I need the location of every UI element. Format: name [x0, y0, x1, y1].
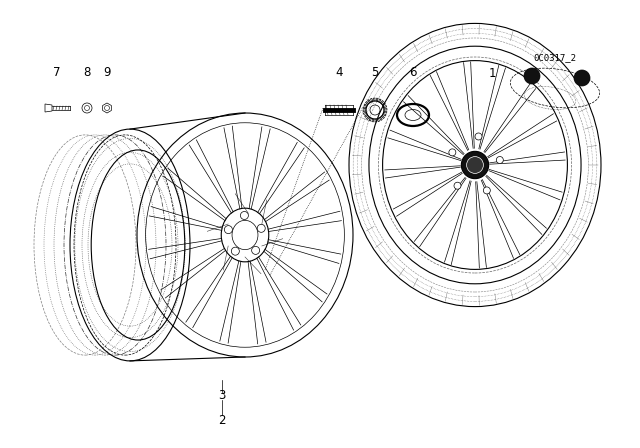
Circle shape [496, 156, 503, 164]
Text: 1: 1 [488, 66, 496, 79]
Circle shape [461, 151, 489, 179]
Text: 2: 2 [218, 414, 226, 426]
Circle shape [241, 211, 248, 220]
Circle shape [449, 149, 456, 156]
Text: 4: 4 [335, 65, 343, 78]
Circle shape [252, 246, 260, 254]
Text: 5: 5 [371, 65, 379, 78]
Circle shape [231, 247, 239, 255]
Text: 9: 9 [103, 65, 111, 78]
Text: 7: 7 [53, 65, 61, 78]
Circle shape [84, 105, 90, 111]
Circle shape [257, 224, 265, 233]
Circle shape [475, 133, 482, 140]
Circle shape [82, 103, 92, 113]
Text: 8: 8 [83, 65, 91, 78]
Text: 6: 6 [409, 65, 417, 78]
Circle shape [225, 226, 232, 233]
Circle shape [574, 70, 590, 86]
Circle shape [454, 182, 461, 189]
Polygon shape [45, 104, 52, 112]
Circle shape [524, 68, 540, 84]
Circle shape [483, 187, 490, 194]
Circle shape [467, 157, 483, 173]
Text: 3: 3 [218, 388, 226, 401]
Circle shape [104, 105, 109, 111]
Text: 0C0317_2: 0C0317_2 [534, 53, 577, 63]
